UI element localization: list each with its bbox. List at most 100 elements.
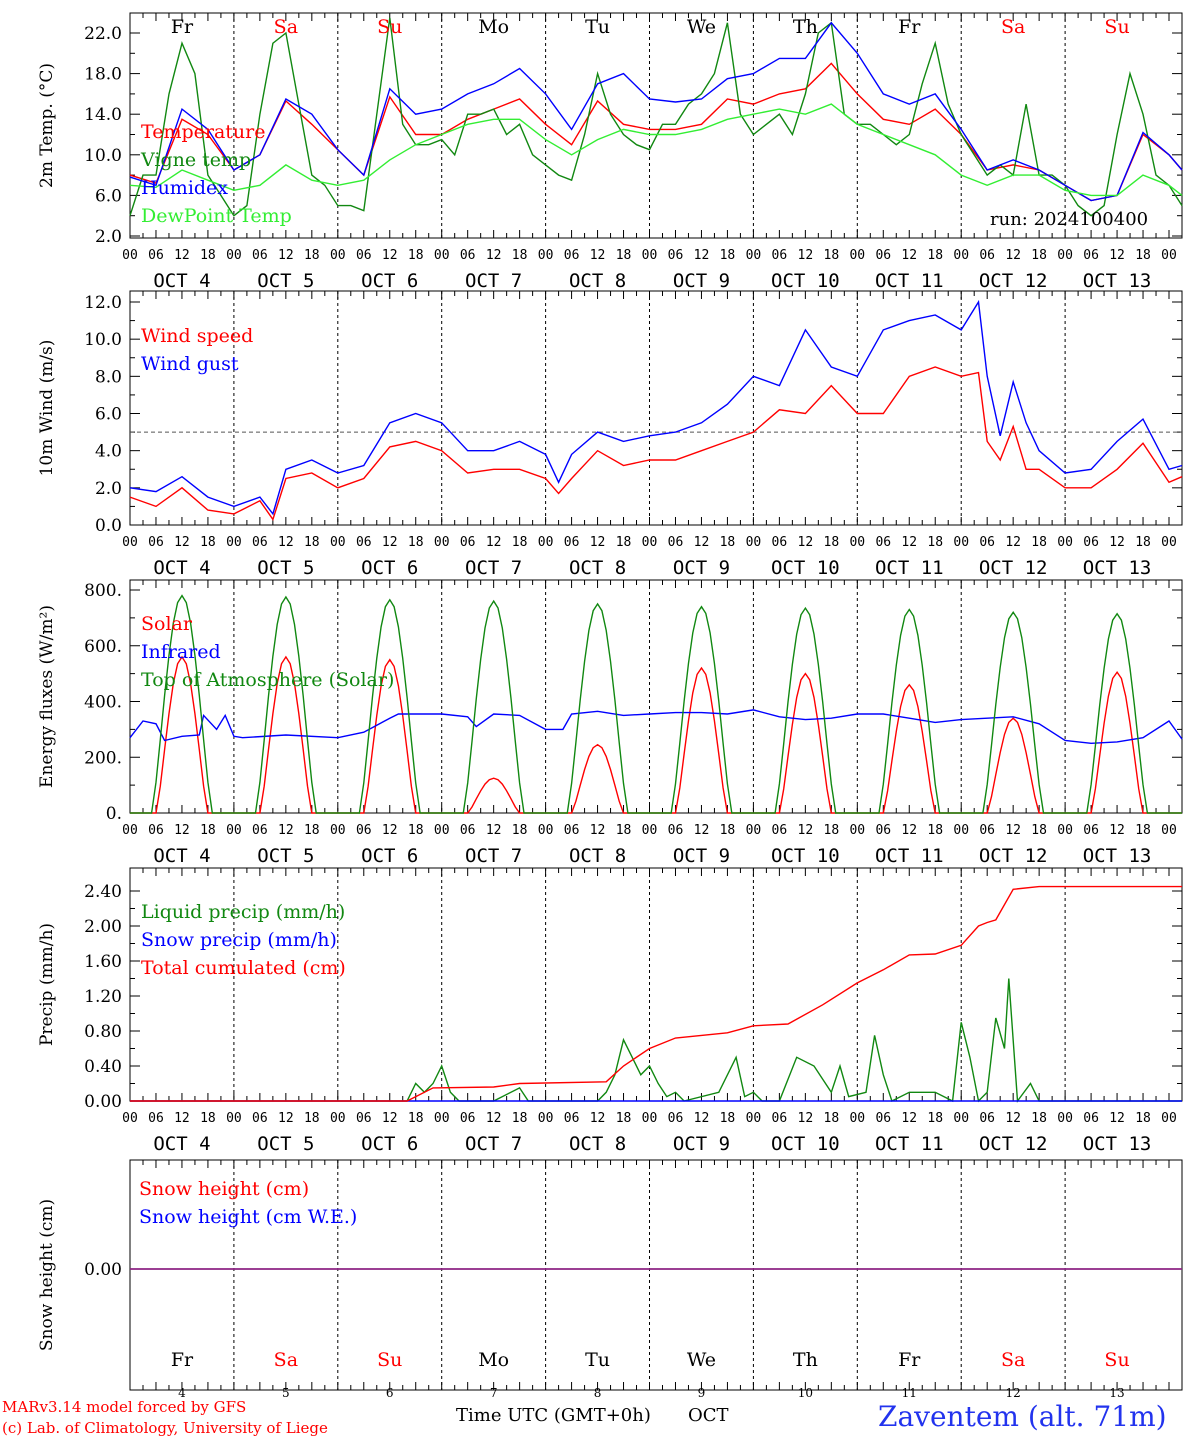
x-hour-label: 00	[226, 535, 242, 550]
x-hour-label: 06	[460, 535, 476, 550]
y-tick-label: 2.40	[84, 882, 122, 902]
weekday-label-top: Tu	[585, 16, 610, 38]
x-hour-label: 06	[1083, 248, 1099, 263]
x-hour-label: 18	[512, 823, 528, 838]
y-tick-label: 2.0	[95, 479, 122, 499]
x-hour-label: 00	[330, 248, 346, 263]
x-hour-label: 00	[849, 823, 865, 838]
x-hour-label: 06	[1083, 1111, 1099, 1126]
x-hour-label: 00	[330, 535, 346, 550]
x-hour-label: 18	[304, 535, 320, 550]
weekday-label-top: Su	[1104, 16, 1129, 38]
legend-entry: Wind speed	[141, 325, 253, 347]
series-line-vigne-temp	[129, 17, 1183, 217]
day-number: 9	[698, 1386, 706, 1400]
x-hour-label: 06	[772, 248, 788, 263]
x-day-label: OCT 12	[979, 845, 1048, 867]
x-hour-label: 06	[356, 535, 372, 550]
x-hour-label: 12	[694, 535, 710, 550]
y-tick-label: 2.00	[84, 917, 122, 937]
x-hour-label: 00	[1057, 248, 1073, 263]
x-hour-label: 12	[278, 823, 294, 838]
x-hour-label: 00	[226, 823, 242, 838]
x-day-label: OCT 4	[153, 270, 210, 292]
panel-4	[129, 867, 1183, 1103]
weekday-label-bottom: Su	[1104, 1349, 1129, 1371]
y-tick-label: 0.00	[84, 1092, 122, 1112]
x-hour-label: 12	[1005, 248, 1021, 263]
x-hour-label: 18	[927, 1111, 943, 1126]
y-tick-label: 600.	[84, 637, 122, 657]
weekday-label-top: Sa	[274, 16, 298, 38]
x-hour-label: 06	[564, 1111, 580, 1126]
x-hour-label: 00	[122, 1111, 138, 1126]
x-hour-label: 12	[798, 248, 814, 263]
panel-2	[129, 290, 1183, 526]
x-hour-label: 18	[512, 1111, 528, 1126]
x-day-label: OCT 12	[979, 1133, 1048, 1155]
x-hour-label: 12	[901, 1111, 917, 1126]
x-day-label: OCT 11	[875, 1133, 944, 1155]
x-day-label: OCT 7	[465, 1133, 522, 1155]
y-tick-label: 6.0	[95, 405, 122, 425]
x-hour-label: 18	[616, 248, 632, 263]
x-hour-label: 00	[434, 535, 450, 550]
x-day-label: OCT 8	[569, 557, 626, 579]
x-hour-label: 12	[694, 1111, 710, 1126]
series-line-dewpoint-temp	[129, 103, 1183, 197]
y-tick-label: 10.0	[84, 330, 122, 350]
x-hour-label: 12	[1005, 823, 1021, 838]
x-hour-label: 18	[1031, 248, 1047, 263]
x-hour-label: 12	[590, 823, 606, 838]
legend-entry: Solar	[141, 613, 193, 635]
x-day-label: OCT 4	[153, 845, 210, 867]
weekday-label-top: We	[687, 16, 716, 38]
x-hour-label: 18	[616, 1111, 632, 1126]
x-hour-label: 18	[1135, 823, 1151, 838]
x-hour-label: 06	[668, 823, 684, 838]
x-day-label: OCT 4	[153, 1133, 210, 1155]
y-tick-label: 0.40	[84, 1057, 122, 1077]
series-line-wind-gust	[129, 299, 1183, 516]
y-tick-label: 0.00	[84, 1260, 122, 1280]
day-number: 5	[282, 1386, 290, 1400]
x-hour-label: 06	[875, 248, 891, 263]
x-hour-label: 00	[849, 535, 865, 550]
legend-entry: DewPoint Temp	[141, 205, 292, 227]
x-hour-label: 12	[174, 535, 190, 550]
x-hour-label: 00	[642, 535, 658, 550]
y-tick-label: 2.0	[95, 227, 122, 247]
legend-entry: Wind gust	[141, 353, 239, 375]
x-day-label: OCT 7	[465, 557, 522, 579]
x-hour-label: 06	[356, 248, 372, 263]
x-day-label: OCT 10	[771, 845, 840, 867]
x-hour-label: 12	[1109, 535, 1125, 550]
x-hour-label: 06	[252, 1111, 268, 1126]
x-hour-label: 00	[746, 1111, 762, 1126]
x-hour-label: 00	[434, 823, 450, 838]
x-hour-label: 18	[512, 535, 528, 550]
legend-entry: Snow height (cm)	[139, 1178, 309, 1200]
day-number: 11	[902, 1386, 917, 1400]
x-hour-label: 18	[824, 1111, 840, 1126]
run-label: run: 2024100400	[990, 209, 1149, 230]
x-hour-label: 00	[434, 1111, 450, 1126]
x-hour-label: 00	[849, 1111, 865, 1126]
credit-line-2: (c) Lab. of Climatology, University of L…	[2, 1419, 328, 1437]
x-hour-label: 12	[1005, 1111, 1021, 1126]
day-number: 7	[490, 1386, 498, 1400]
x-hour-label: 12	[590, 248, 606, 263]
x-hour-label: 12	[1109, 1111, 1125, 1126]
x-hour-label: 18	[408, 823, 424, 838]
x-hour-label: 12	[278, 1111, 294, 1126]
day-number: 6	[386, 1386, 394, 1400]
weekday-label-top: Mo	[478, 16, 509, 38]
x-day-label: OCT 13	[1083, 557, 1152, 579]
panel-frame	[129, 1159, 1183, 1391]
x-hour-label: 18	[200, 535, 216, 550]
x-hour-label: 06	[668, 248, 684, 263]
x-hour-label: 06	[252, 535, 268, 550]
x-day-label: OCT 6	[361, 270, 418, 292]
x-hour-label: 06	[564, 823, 580, 838]
x-day-label: OCT 9	[673, 557, 730, 579]
